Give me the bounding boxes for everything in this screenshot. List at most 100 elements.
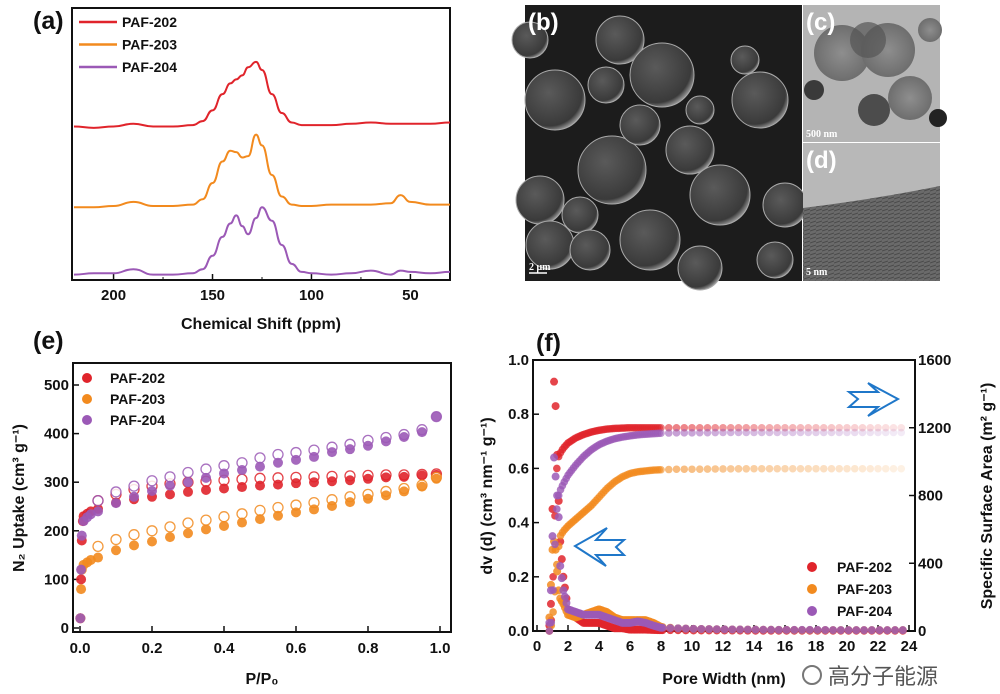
cumulative-point-paf-202 bbox=[835, 423, 844, 432]
psd-point-paf-204 bbox=[813, 625, 822, 634]
cumulative-point-paf-202 bbox=[889, 423, 898, 432]
cumulative-point-paf-203 bbox=[827, 464, 836, 473]
cumulative-point-paf-203 bbox=[765, 464, 774, 473]
y-left-tick-label: 0.2 bbox=[508, 569, 529, 586]
adsorption-point-paf-203 bbox=[237, 517, 247, 528]
sem-sphere bbox=[561, 196, 599, 234]
x-tick-label: 0.2 bbox=[142, 640, 163, 657]
scale-label-c: 500 nm bbox=[806, 129, 838, 140]
cumulative-point-paf-204 bbox=[695, 428, 704, 437]
y-tick-label: 200 bbox=[44, 523, 69, 540]
sem-sphere bbox=[762, 182, 808, 228]
cumulative-point-paf-204 bbox=[765, 428, 774, 437]
psd-point-paf-204 bbox=[720, 625, 729, 634]
series-line-paf-204 bbox=[73, 206, 451, 276]
cumulative-point-paf-203 bbox=[897, 464, 906, 473]
psd-point-paf-204 bbox=[548, 532, 557, 541]
adsorption-point-paf-203 bbox=[165, 532, 175, 543]
sem-sphere bbox=[730, 45, 760, 75]
adsorption-point-paf-204 bbox=[291, 454, 301, 465]
adsorption-point-paf-202 bbox=[201, 484, 211, 495]
x-tick-label: 6 bbox=[626, 638, 634, 655]
desorption-point-paf-203 bbox=[182, 517, 194, 529]
desorption-point-paf-204 bbox=[254, 452, 266, 464]
sem-sphere bbox=[577, 135, 647, 205]
cumulative-point-paf-202 bbox=[664, 423, 673, 432]
cumulative-point-paf-203 bbox=[672, 465, 681, 474]
cumulative-point-paf-204 bbox=[742, 428, 751, 437]
cumulative-point-paf-202 bbox=[827, 423, 836, 432]
adsorption-point-paf-204 bbox=[431, 411, 442, 422]
psd-point-paf-204 bbox=[898, 626, 907, 635]
plot-frame-e bbox=[72, 362, 452, 633]
sem-sphere bbox=[569, 229, 611, 271]
adsorption-point-paf-204 bbox=[76, 564, 87, 575]
adsorption-point-paf-203 bbox=[309, 504, 319, 515]
psd-point-paf-204 bbox=[805, 625, 814, 634]
y-left-tick-label: 0.6 bbox=[508, 460, 529, 477]
cumulative-point-paf-203 bbox=[750, 464, 758, 473]
adsorption-point-paf-204 bbox=[237, 465, 247, 476]
y-tick-label: 500 bbox=[44, 377, 69, 394]
adsorption-point-paf-202 bbox=[291, 478, 301, 489]
cumulative-point-paf-204 bbox=[804, 428, 813, 437]
adsorption-point-paf-202 bbox=[417, 470, 427, 481]
psd-point-paf-204 bbox=[821, 625, 830, 634]
cumulative-point-paf-204 bbox=[664, 429, 673, 437]
cumulative-point-paf-202 bbox=[711, 423, 720, 432]
x-tick-label: 12 bbox=[715, 638, 732, 655]
x-tick-label: 22 bbox=[870, 638, 887, 655]
y-right-tick-label: 1600 bbox=[918, 352, 951, 369]
sem-sphere bbox=[595, 15, 645, 65]
cumulative-point-paf-203 bbox=[757, 464, 766, 473]
adsorption-point-paf-204 bbox=[273, 457, 283, 468]
adsorption-point-paf-202 bbox=[273, 479, 283, 490]
adsorption-point-paf-204 bbox=[255, 461, 265, 472]
panel-label-e: (e) bbox=[33, 327, 64, 355]
desorption-point-paf-204 bbox=[146, 475, 158, 487]
cumulative-point-paf-203 bbox=[657, 465, 665, 474]
adsorption-point-paf-204 bbox=[345, 444, 355, 455]
cumulative-point-paf-203 bbox=[819, 464, 828, 473]
sem-sphere bbox=[515, 175, 565, 225]
y-tick-label: 300 bbox=[44, 474, 69, 491]
desorption-point-paf-204 bbox=[128, 480, 140, 492]
legend-label: PAF-204 bbox=[837, 603, 892, 619]
x-tick-label: 200 bbox=[101, 287, 126, 304]
cumulative-point-paf-202 bbox=[781, 423, 789, 432]
psd-point-paf-204 bbox=[759, 625, 768, 634]
cumulative-point-paf-203 bbox=[703, 465, 712, 473]
x-tick-label: 0.6 bbox=[286, 640, 307, 657]
adsorption-point-paf-203 bbox=[345, 497, 355, 508]
y-right-axis-label: Specific Surface Area (m² g⁻¹) bbox=[979, 383, 996, 610]
legend-label: PAF-202 bbox=[122, 14, 177, 30]
psd-point-paf-204 bbox=[554, 513, 563, 522]
adsorption-point-paf-203 bbox=[381, 490, 391, 501]
psd-point-paf-204 bbox=[867, 626, 876, 635]
psd-point-paf-204 bbox=[852, 626, 861, 635]
sem-sphere bbox=[587, 66, 625, 104]
hrtem-image-d: (d) 5 nm bbox=[803, 143, 940, 281]
adsorption-point-paf-204 bbox=[381, 436, 391, 447]
cumulative-point-paf-203 bbox=[788, 464, 797, 473]
cumulative-point-paf-204 bbox=[858, 428, 867, 437]
psd-point-paf-204 bbox=[829, 626, 838, 635]
x-tick-label: 150 bbox=[200, 287, 225, 304]
psd-point-paf-204 bbox=[705, 625, 714, 634]
cumulative-point-paf-202 bbox=[897, 423, 906, 432]
legend-label: PAF-203 bbox=[110, 391, 165, 407]
x-tick-label: 18 bbox=[808, 638, 825, 655]
right-arrow-icon bbox=[846, 382, 901, 417]
x-tick-label: 0.8 bbox=[358, 640, 379, 657]
adsorption-point-paf-204 bbox=[219, 468, 229, 479]
desorption-point-paf-203 bbox=[92, 540, 104, 553]
psd-point-paf-204 bbox=[562, 598, 571, 607]
adsorption-point-paf-202 bbox=[219, 483, 229, 494]
scale-label-b: 2 μm bbox=[529, 262, 551, 273]
adsorption-point-paf-204 bbox=[327, 447, 337, 458]
cumulative-point-paf-203 bbox=[726, 465, 735, 473]
sem-sphere bbox=[524, 69, 586, 131]
sem-sphere bbox=[511, 21, 549, 59]
adsorption-point-paf-203 bbox=[255, 514, 265, 525]
watermark-text: 高分子能源 bbox=[828, 665, 938, 690]
